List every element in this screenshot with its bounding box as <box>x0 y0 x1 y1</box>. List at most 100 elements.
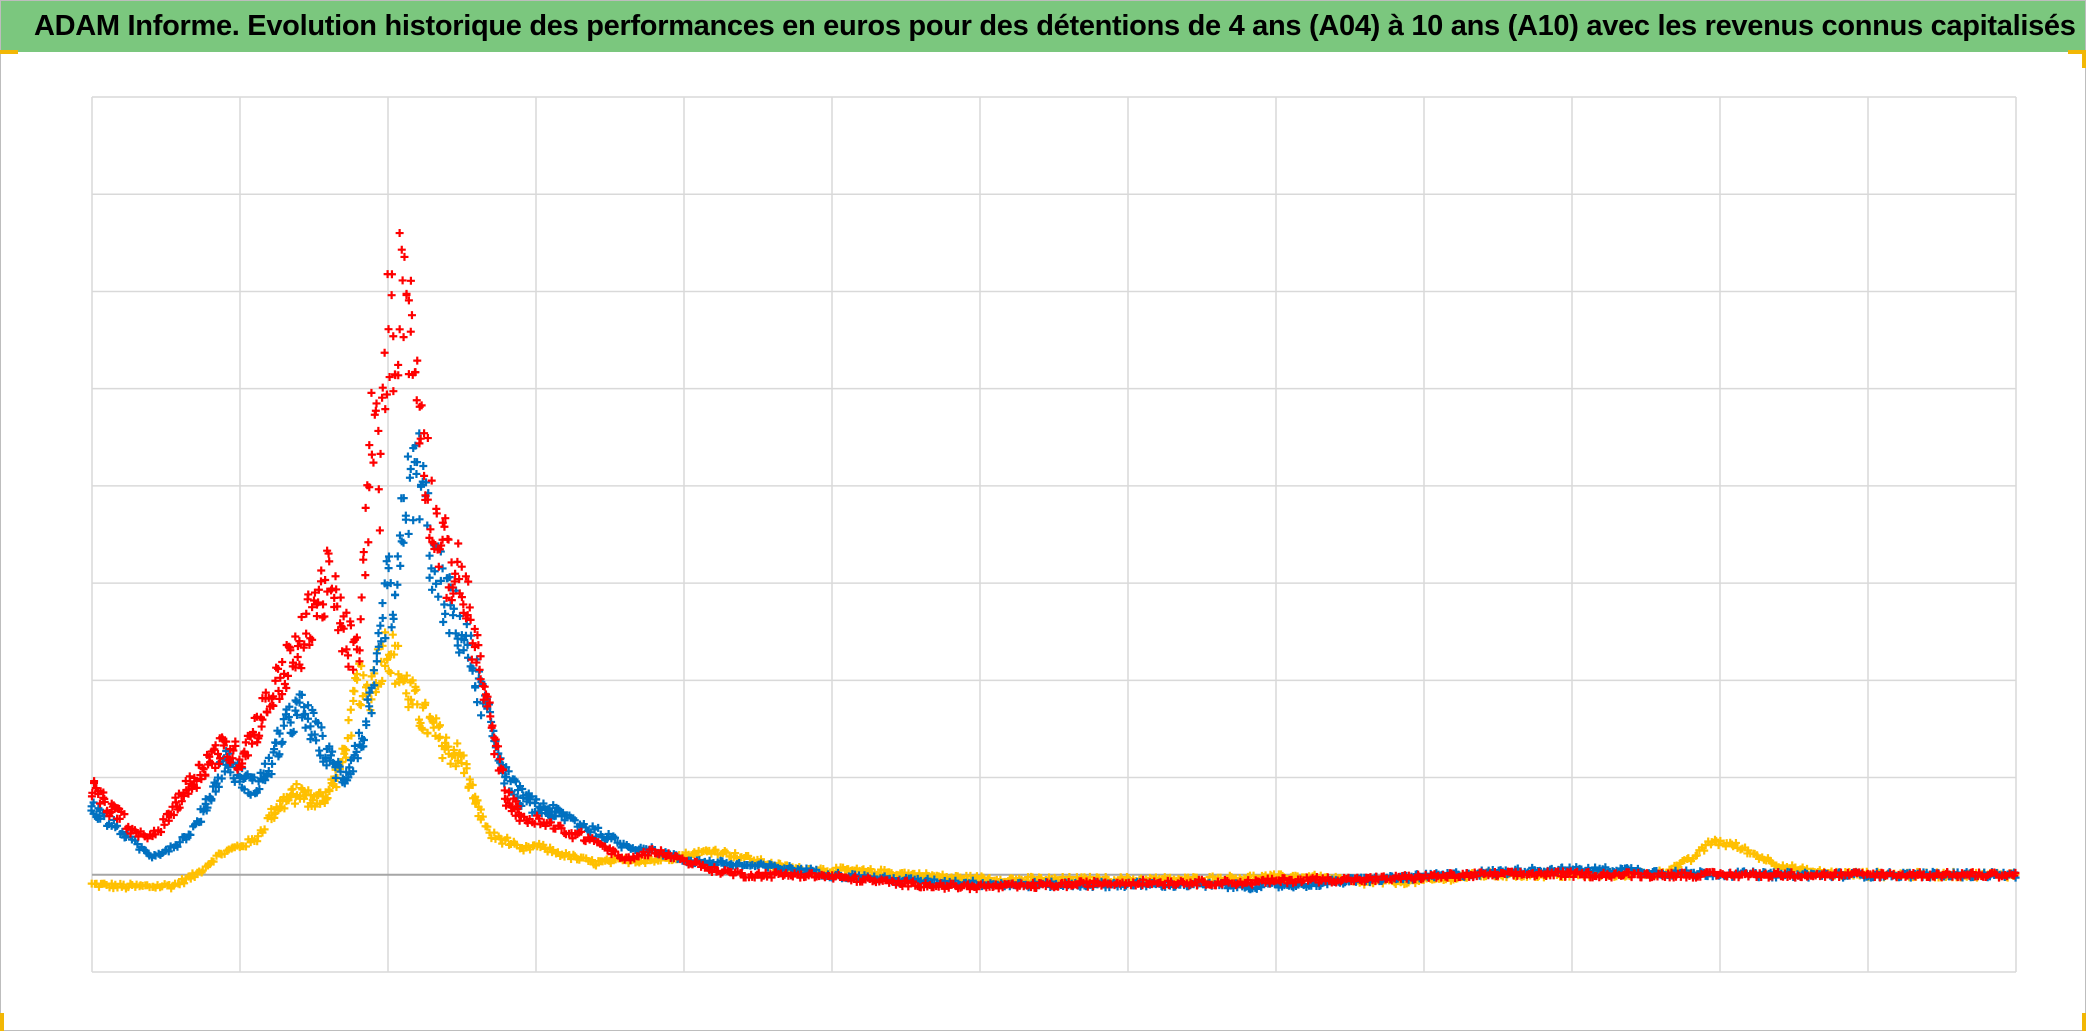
scatter-point <box>107 808 116 817</box>
scatter-point <box>378 383 387 392</box>
scatter-point <box>374 426 383 435</box>
scatter-point <box>503 833 512 842</box>
scatter-point <box>438 754 447 763</box>
scatter-point <box>440 522 449 531</box>
scatter-point <box>430 567 439 576</box>
scatter-point <box>321 575 330 584</box>
scatter-point <box>211 763 220 772</box>
scatter-point <box>453 739 462 748</box>
scatter-point <box>407 695 416 704</box>
scatter-point <box>262 707 271 716</box>
scatter-point <box>428 585 437 594</box>
scatter-point <box>246 790 255 799</box>
scatter-point <box>1208 872 1217 881</box>
scatter-point <box>295 698 304 707</box>
scatter-point <box>367 388 376 397</box>
scatter-point <box>396 561 405 570</box>
scatter-point <box>434 562 443 571</box>
scatter-point <box>405 473 414 482</box>
scatter-point <box>318 731 327 740</box>
scatter-point <box>169 811 178 820</box>
scatter-point <box>283 671 292 680</box>
scatter-point <box>389 332 398 341</box>
scatter-point <box>387 623 396 632</box>
scatter-point <box>280 680 289 689</box>
corner-mark-bottom-right <box>2082 1013 2086 1031</box>
scatter-point <box>105 812 114 821</box>
scatter-point <box>795 866 804 875</box>
scatter-point <box>205 752 214 761</box>
scatter-point <box>321 754 330 763</box>
scatter-point <box>290 799 299 808</box>
scatter-point <box>241 842 250 851</box>
scatter-point <box>1692 851 1701 860</box>
scatter-point <box>157 828 166 837</box>
scatter-point <box>171 793 180 802</box>
scatter-point <box>352 633 361 642</box>
scatter-point <box>354 728 363 737</box>
scatter-point <box>502 773 511 782</box>
scatter-point <box>317 723 326 732</box>
scatter-point <box>944 883 953 892</box>
scatter-point <box>278 690 287 699</box>
scatter-point <box>255 785 264 794</box>
scatter-point <box>1218 880 1227 889</box>
scatter-point <box>217 774 226 783</box>
scatter-point <box>344 716 353 725</box>
scatter-point <box>349 665 358 674</box>
scatter-point <box>399 677 408 686</box>
scatter-point <box>356 615 365 624</box>
scatter-point <box>376 621 385 630</box>
scatter-point <box>353 675 362 684</box>
scatter-point <box>394 360 403 369</box>
scatter-point <box>459 646 468 655</box>
scatter-point <box>339 624 348 633</box>
scatter-point <box>1714 841 1723 850</box>
scatter-point <box>434 722 443 731</box>
scatter-point <box>211 787 220 796</box>
scatter-point <box>314 719 323 728</box>
scatter-point <box>1731 839 1740 848</box>
scatter-point <box>207 795 216 804</box>
scatter-point <box>257 722 266 731</box>
scatter-point <box>1773 868 1782 877</box>
scatter-point <box>394 371 403 380</box>
scatter-point <box>455 575 464 584</box>
scatter-point <box>963 880 972 889</box>
scatter-point <box>384 552 393 561</box>
scatter-point <box>413 356 422 365</box>
scatter-point <box>586 828 595 837</box>
scatter-point <box>308 796 317 805</box>
scatter-point <box>1561 872 1570 881</box>
scatter-point <box>164 816 173 825</box>
scatter-point <box>380 348 389 357</box>
scatter-point <box>386 579 395 588</box>
scatter-point <box>442 733 451 742</box>
scatter-point <box>289 727 298 736</box>
scatter-point <box>316 751 325 760</box>
scatter-point <box>133 840 142 849</box>
scatter-point <box>591 861 600 870</box>
scatter-point <box>305 640 314 649</box>
scatter-point <box>378 613 387 622</box>
scatter-point <box>463 611 472 620</box>
scatter-point <box>410 368 419 377</box>
scatter-point <box>490 750 499 759</box>
scatter-point <box>278 737 287 746</box>
scatter-point <box>291 632 300 641</box>
scatter-point <box>226 758 235 767</box>
scatter-point <box>267 804 276 813</box>
scatter-point <box>508 803 517 812</box>
scatter-point <box>461 572 470 581</box>
scatter-point <box>444 535 453 544</box>
scatter-point <box>361 503 370 512</box>
scatter-point <box>428 538 437 547</box>
scatter-point <box>374 642 383 651</box>
scatter-point <box>1599 868 1608 877</box>
scatter-point <box>923 874 932 883</box>
scatter-point <box>245 732 254 741</box>
scatter-point <box>332 585 341 594</box>
scatter-point <box>303 595 312 604</box>
scatter-point <box>377 637 386 646</box>
scatter-point <box>476 675 485 684</box>
